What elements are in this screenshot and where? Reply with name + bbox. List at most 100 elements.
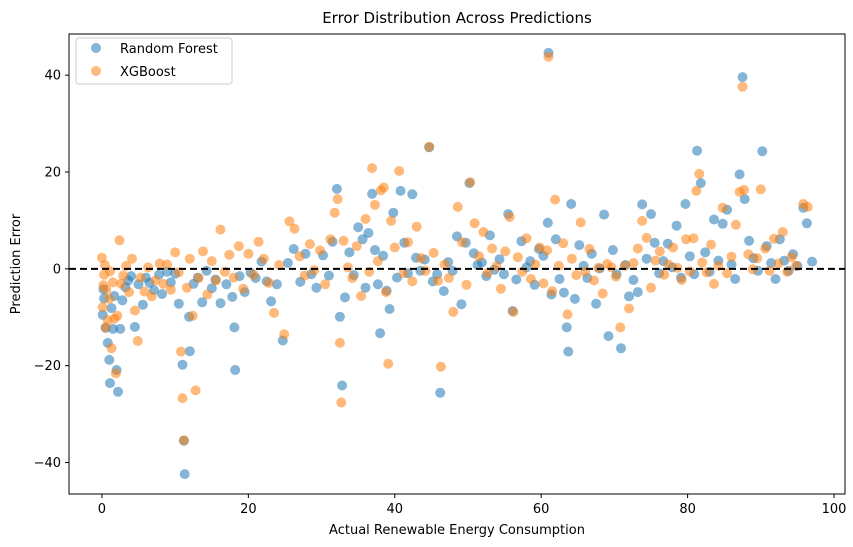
x-axis-ticks: 0 20 40 60 80 100 (98, 494, 846, 517)
data-point-random-forest (184, 346, 195, 357)
data-point-xgboost (143, 262, 154, 273)
data-point-xgboost (717, 202, 728, 213)
data-point-xgboost (177, 393, 188, 404)
data-point-xgboost (668, 242, 678, 253)
data-point-xgboost (433, 275, 443, 286)
data-point-random-forest (563, 346, 574, 357)
data-point-random-forest (734, 169, 745, 180)
data-point-xgboost (571, 270, 582, 281)
data-point-xgboost (274, 260, 285, 270)
data-point-xgboost (367, 163, 378, 174)
data-point-xgboost (190, 385, 201, 396)
data-point-random-forest (709, 214, 719, 225)
data-point-xgboost (258, 253, 269, 264)
data-point-xgboost (461, 279, 472, 290)
data-point-xgboost (127, 253, 137, 264)
data-point-random-forest (438, 286, 449, 297)
data-point-random-forest (384, 304, 395, 314)
data-point-random-forest (311, 282, 322, 293)
x-tick-label: 0 (98, 502, 106, 517)
data-point-xgboost (764, 265, 775, 276)
data-point-xgboost (562, 309, 573, 320)
data-point-xgboost (105, 266, 115, 277)
data-point-random-forest (700, 247, 711, 258)
data-point-xgboost (610, 271, 621, 282)
data-point-xgboost (722, 268, 733, 279)
data-point-random-forest (684, 251, 695, 262)
data-point-xgboost (107, 277, 118, 288)
data-point-xgboost (158, 278, 169, 289)
data-point-xgboost (495, 283, 506, 294)
data-point-xgboost (403, 237, 413, 248)
data-point-random-forest (360, 282, 371, 293)
data-point-xgboost (530, 259, 541, 270)
data-point-xgboost (755, 184, 766, 195)
data-point-random-forest (201, 265, 212, 276)
data-point-random-forest (632, 287, 643, 298)
data-point-xgboost (457, 237, 468, 248)
data-point-random-forest (340, 292, 350, 303)
data-point-xgboost (478, 227, 489, 237)
x-tick-label: 60 (533, 502, 550, 517)
data-point-random-forest (649, 237, 660, 248)
data-point-random-forest (126, 271, 137, 282)
data-point-xgboost (284, 216, 295, 227)
data-point-random-forest (766, 258, 777, 268)
data-point-random-forest (561, 322, 572, 333)
data-point-random-forest (115, 323, 126, 334)
legend-label-xgboost: XGBoost (120, 65, 176, 80)
data-point-random-forest (221, 279, 232, 290)
data-point-xgboost (663, 259, 674, 270)
data-point-xgboost (206, 256, 217, 267)
data-point-random-forest (353, 222, 364, 233)
data-point-xgboost (154, 258, 165, 269)
data-point-xgboost (248, 269, 259, 280)
data-point-xgboost (416, 253, 427, 264)
data-point-random-forest (591, 298, 602, 309)
data-point-xgboost (575, 217, 586, 228)
data-point-xgboost (193, 273, 204, 283)
data-point-random-forest (288, 244, 299, 254)
data-point-random-forest (227, 291, 238, 302)
data-point-random-forest (106, 303, 117, 314)
data-point-xgboost (435, 361, 446, 372)
data-point-xgboost (139, 286, 150, 297)
data-point-xgboost (615, 322, 626, 333)
data-point-xgboost (624, 303, 634, 314)
data-point-xgboost (628, 258, 639, 268)
data-point-xgboost (279, 329, 290, 340)
data-point-xgboost (132, 336, 143, 346)
data-point-xgboost (336, 397, 347, 408)
data-point-xgboost (263, 277, 274, 288)
data-point-xgboost (114, 235, 125, 246)
x-tick-label: 80 (679, 502, 696, 517)
data-point-random-forest (129, 321, 140, 332)
data-point-random-forest (641, 253, 652, 264)
data-point-xgboost (146, 291, 157, 302)
data-point-xgboost (372, 256, 383, 267)
data-point-xgboost (347, 273, 358, 283)
data-point-random-forest (574, 240, 585, 251)
data-point-random-forest (646, 209, 656, 220)
data-point-xgboost (334, 337, 345, 348)
data-point-random-forest (599, 209, 610, 220)
data-point-xgboost (694, 168, 705, 179)
data-point-random-forest (173, 298, 184, 309)
data-point-xgboost (691, 185, 702, 196)
data-point-xgboost (211, 275, 222, 286)
data-point-random-forest (737, 72, 748, 83)
data-point-xgboost (356, 291, 367, 301)
data-point-xgboost (381, 287, 391, 298)
data-point-xgboost (342, 262, 353, 273)
data-point-xgboost (487, 243, 498, 254)
data-point-random-forest (363, 228, 374, 238)
data-point-random-forest (165, 277, 176, 288)
data-point-xgboost (238, 283, 249, 294)
data-point-xgboost (309, 265, 320, 276)
data-point-random-forest (197, 297, 208, 308)
data-point-xgboost (162, 259, 173, 270)
data-point-xgboost (650, 255, 661, 266)
data-point-xgboost (439, 259, 450, 270)
data-point-xgboost (351, 241, 362, 252)
